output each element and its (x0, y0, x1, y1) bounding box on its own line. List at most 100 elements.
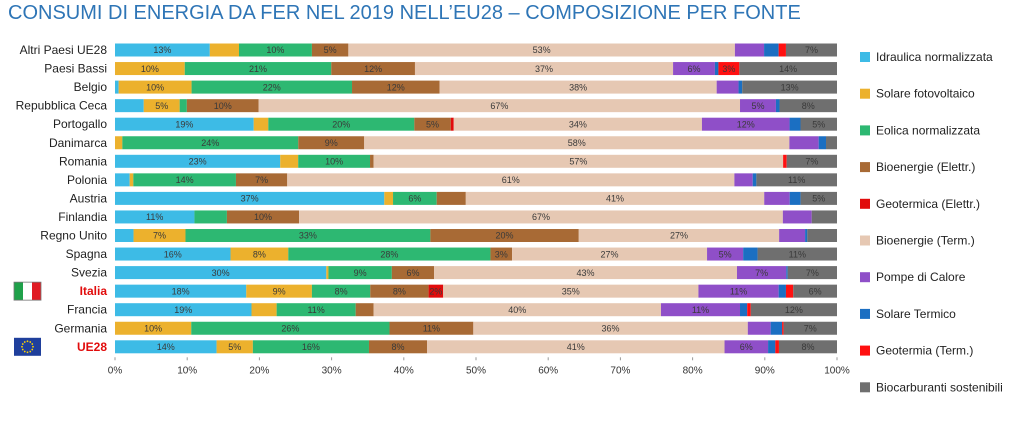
legend-label-solare-termico: Solare Termico (876, 307, 956, 321)
data-label-ue28-biocarburanti-sostenibili: 8% (801, 342, 814, 352)
bar-segment-francia-geotermia-term (747, 303, 751, 317)
bar-segment-germania-eolica-normalizzata (191, 321, 390, 335)
bar-segment-polonia-idraulica-normalizzata (115, 173, 130, 187)
bar-segment-danimarca-solare-termico (818, 136, 827, 150)
category-label-regno-unito: Regno Unito (40, 229, 107, 243)
data-label-italia-biocarburanti-sostenibili: 6% (809, 286, 822, 296)
bar-segment-altri-paesi-ue28-idraulica-normalizzata (115, 43, 210, 57)
data-label-portogallo-pompe-di-calore: 12% (737, 119, 755, 129)
x-tick-label-5: 50% (466, 365, 486, 376)
legend-swatch-bioenergie-term (860, 235, 870, 246)
bar-segment-austria-eolica-normalizzata (393, 191, 437, 205)
bar-segment-portogallo-bioenergie-term (453, 117, 702, 131)
legend-item-biocarburanti-sostenibili: Biocarburanti sostenibili (860, 380, 1003, 394)
legend-item-eolica-normalizzata: Eolica normalizzata (860, 123, 980, 137)
bar-segment-altri-paesi-ue28-bioenergie-elettr (311, 43, 349, 57)
data-label-romania-biocarburanti-sostenibili: 7% (805, 157, 818, 167)
bar-segment-svezia-biocarburanti-sostenibili (787, 266, 837, 280)
data-label-repubblica-ceca-biocarburanti-sostenibili: 8% (802, 101, 815, 111)
data-label-italia-eolica-normalizzata: 8% (335, 286, 348, 296)
data-label-paesi-bassi-pompe-di-calore: 6% (687, 64, 700, 74)
bar-segment-portogallo-pompe-di-calore (701, 117, 790, 131)
x-tick-label-7: 70% (610, 365, 630, 376)
bar-segment-polonia-solare-fotovoltaico (129, 173, 134, 187)
bar-segment-germania-biocarburanti-sostenibili (783, 321, 837, 335)
data-label-altri-paesi-ue28-biocarburanti-sostenibili: 7% (805, 45, 818, 55)
data-label-belgio-biocarburanti-sostenibili: 13% (781, 82, 799, 92)
bar-segment-italia-solare-termico (778, 284, 786, 298)
bar-segment-portogallo-biocarburanti-sostenibili (800, 117, 837, 131)
bar-segment-altri-paesi-ue28-pompe-di-calore (734, 43, 765, 57)
data-label-repubblica-ceca-bioenergie-elettr: 10% (214, 101, 232, 111)
bar-segment-austria-bioenergie-elettr (436, 191, 466, 205)
data-label-paesi-bassi-biocarburanti-sostenibili: 14% (779, 64, 797, 74)
bar-segment-belgio-solare-termico (738, 80, 743, 94)
data-label-altri-paesi-ue28-idraulica-normalizzata: 13% (153, 45, 171, 55)
data-label-austria-idraulica-normalizzata: 37% (241, 194, 259, 204)
legend-label-geotermica-elettr: Geotermica (Elettr.) (876, 197, 980, 211)
data-label-belgio-solare-fotovoltaico: 10% (146, 82, 164, 92)
data-label-germania-bioenergie-elettr: 11% (423, 323, 440, 333)
bar-segment-portogallo-solare-termico (789, 117, 801, 131)
bar-segment-paesi-bassi-biocarburanti-sostenibili (739, 62, 837, 76)
bar-segment-finlandia-eolica-normalizzata (194, 210, 227, 224)
bar-segment-ue28-bioenergie-elettr (368, 340, 428, 354)
data-label-francia-idraulica-normalizzata: 19% (174, 305, 192, 315)
data-label-germania-eolica-normalizzata: 26% (281, 323, 299, 333)
legend-item-geotermia-term: Geotermia (Term.) (860, 344, 973, 358)
data-label-paesi-bassi-solare-fotovoltaico: 10% (141, 64, 159, 74)
data-label-portogallo-eolica-normalizzata: 20% (332, 119, 350, 129)
bar-segment-romania-idraulica-normalizzata (115, 154, 281, 168)
legend-swatch-geotermica-elettr (860, 198, 870, 209)
bar-segment-altri-paesi-ue28-solare-termico (764, 43, 779, 57)
data-label-regno-unito-bioenergie-term: 27% (670, 231, 688, 241)
bar-segment-repubblica-ceca-eolica-normalizzata (179, 99, 187, 113)
bar-segment-paesi-bassi-solare-fotovoltaico (115, 62, 185, 76)
category-label-danimarca: Danimarca (49, 136, 107, 150)
legend-item-solare-fotovoltaico: Solare fotovoltaico (860, 87, 975, 101)
bar-segment-belgio-eolica-normalizzata (191, 80, 353, 94)
data-label-germania-bioenergie-term: 36% (602, 323, 620, 333)
bar-segment-portogallo-bioenergie-elettr (414, 117, 451, 131)
bar-segment-portogallo-solare-fotovoltaico (253, 117, 269, 131)
bar-segment-svezia-pompe-di-calore (736, 266, 787, 280)
bar-segment-danimarca-eolica-normalizzata (122, 136, 299, 150)
bar-segment-regno-unito-eolica-normalizzata (185, 229, 431, 242)
bar-segment-spagna-bioenergie-term (512, 247, 708, 261)
category-label-finlandia: Finlandia (58, 210, 107, 224)
bar-segment-spagna-eolica-normalizzata (288, 247, 491, 261)
x-tick-label-0: 0% (108, 365, 123, 376)
bar-segment-belgio-idraulica-normalizzata (115, 80, 119, 94)
bar-segment-italia-geotermica-elettr (428, 284, 444, 298)
category-label-francia: Francia (67, 303, 107, 317)
data-label-belgio-bioenergie-elettr: 12% (387, 82, 405, 92)
bar-segment-spagna-pompe-di-calore (707, 247, 744, 261)
bar-segment-germania-geotermia-term (782, 321, 784, 335)
bar-segment-spagna-biocarburanti-sostenibili (757, 247, 837, 261)
data-label-repubblica-ceca-bioenergie-term: 67% (490, 101, 508, 111)
bar-row-germania: 10% 26% 11% 36% 7% (115, 321, 837, 335)
bar-segment-germania-solare-termico (770, 321, 783, 335)
category-label-italia: Italia (80, 284, 108, 298)
bar-segment-italia-geotermia-term (785, 284, 794, 298)
bar-row-austria: 37% 6% 41% 5% (115, 191, 837, 205)
legend-label-eolica-normalizzata: Eolica normalizzata (876, 123, 980, 137)
bar-segment-altri-paesi-ue28-solare-fotovoltaico (209, 43, 239, 57)
bar-segment-repubblica-ceca-bioenergie-term (258, 99, 741, 113)
data-label-svezia-pompe-di-calore: 7% (755, 268, 768, 278)
bar-segment-paesi-bassi-bioenergie-term (414, 62, 674, 76)
data-label-francia-bioenergie-term: 40% (508, 305, 526, 315)
bar-segment-romania-geotermia-term (783, 154, 787, 168)
eu-flag-icon (14, 337, 41, 356)
bar-segment-belgio-solare-fotovoltaico (118, 80, 192, 94)
data-label-svezia-bioenergie-elettr: 6% (406, 268, 419, 278)
bar-segment-repubblica-ceca-biocarburanti-sostenibili (779, 99, 837, 113)
data-label-francia-eolica-normalizzata: 11% (307, 305, 324, 315)
data-label-regno-unito-eolica-normalizzata: 33% (299, 231, 317, 241)
bar-segment-italia-bioenergie-term (443, 284, 699, 298)
bar-segment-repubblica-ceca-solare-termico (775, 99, 780, 113)
x-tick-label-1: 10% (177, 365, 197, 376)
bar-segment-spagna-solare-fotovoltaico (230, 247, 289, 261)
bar-segment-finlandia-idraulica-normalizzata (115, 210, 195, 224)
bar-segment-finlandia-biocarburanti-sostenibili (811, 210, 837, 224)
